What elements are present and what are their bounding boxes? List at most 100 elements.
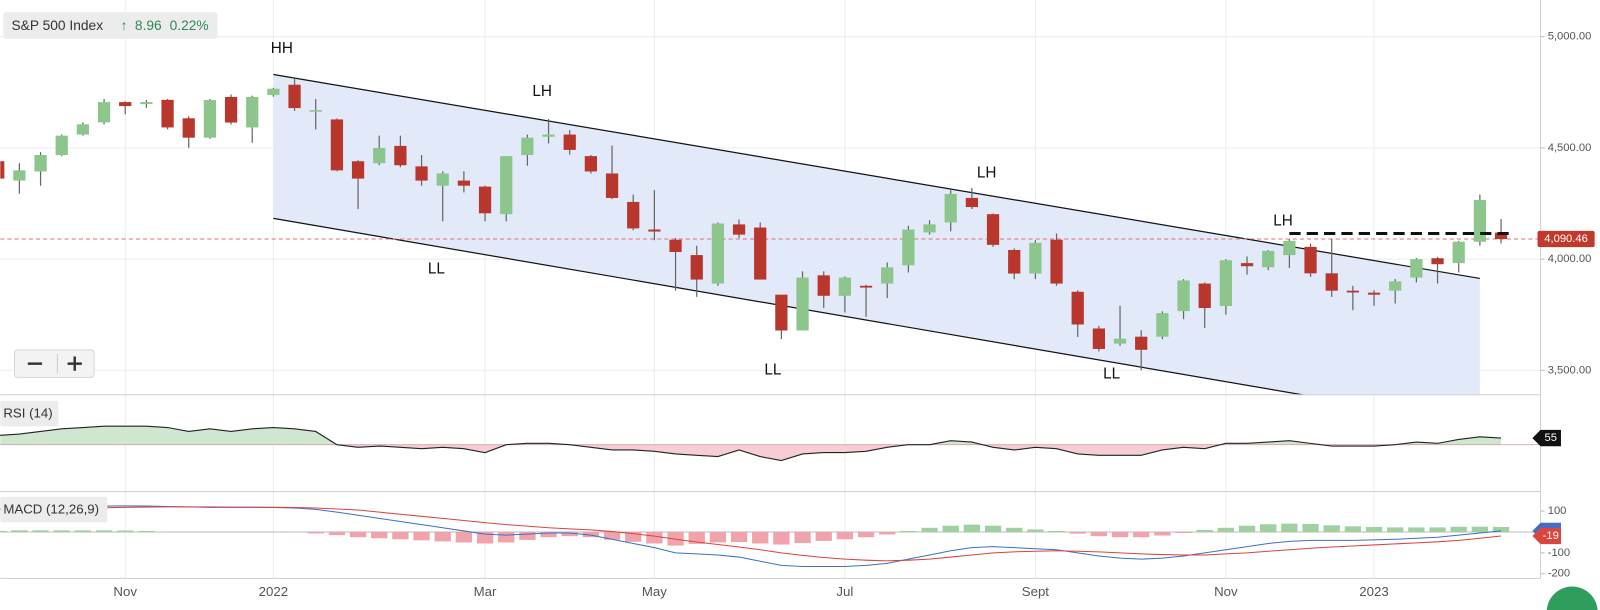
x-tick-label: Jul — [836, 584, 853, 599]
candle-body — [373, 147, 386, 164]
candle-body — [76, 124, 90, 135]
candle-body — [817, 275, 830, 296]
histogram-bar — [709, 531, 727, 543]
candle-body — [584, 156, 598, 172]
candle-body — [859, 285, 873, 288]
histogram-bar — [476, 531, 494, 544]
candle-body — [1177, 280, 1190, 312]
histogram-bar — [921, 527, 938, 532]
candle-body — [754, 227, 767, 280]
candle-body — [1008, 249, 1021, 274]
candle-body — [309, 110, 322, 112]
histogram-bar — [561, 531, 578, 537]
title-box — [3, 12, 218, 39]
annotation: LH — [1273, 212, 1293, 229]
candle-body — [648, 229, 661, 232]
candle-body — [119, 102, 132, 107]
candle-body — [669, 239, 682, 252]
channel-line — [273, 73, 1480, 280]
candle-body — [182, 118, 195, 138]
label-layer: S&P 500 Index ↑ 8.96 0.22% RSI (14) MACD… — [0, 12, 1598, 610]
histogram-bar — [942, 525, 959, 532]
histogram-bar — [1344, 526, 1362, 532]
zoom-in-button[interactable] — [58, 351, 93, 377]
candle-body — [330, 119, 344, 171]
x-tick-label: Mar — [474, 584, 497, 599]
candle-body — [415, 166, 428, 181]
macd-line — [0, 505, 1502, 567]
histogram-bar — [1196, 529, 1213, 532]
histogram-bar — [794, 531, 811, 544]
help-button[interactable] — [1546, 586, 1598, 610]
frame-layer — [0, 0, 1542, 579]
macd-title: MACD (12,26,9) — [3, 502, 99, 517]
candle-body — [224, 96, 238, 123]
histogram-bar — [1238, 525, 1256, 532]
histogram-bar — [0, 530, 7, 532]
candle-body — [1240, 263, 1254, 267]
histogram-bar — [371, 531, 388, 539]
rsi-flag — [1532, 429, 1561, 447]
candle-body — [965, 197, 979, 208]
candle-body — [1494, 232, 1508, 239]
candle-body — [732, 224, 746, 235]
candle-body — [288, 84, 301, 109]
candle-body — [1389, 281, 1402, 291]
histogram-bar — [603, 531, 621, 540]
x-tick-label: 2023 — [1359, 584, 1388, 599]
candle-body — [1262, 250, 1275, 268]
candle-body — [13, 170, 26, 181]
price-layer: HH LH LH LH LL LL LL — [0, 40, 1541, 395]
histogram-bar — [11, 530, 28, 532]
histogram-bar — [1217, 527, 1235, 532]
candle-body — [1219, 260, 1232, 307]
histogram-bar — [1471, 526, 1489, 532]
x-tick-label: Nov — [113, 584, 137, 599]
histogram-bar — [625, 531, 642, 542]
histogram-bar — [963, 524, 981, 532]
histogram-bar — [392, 531, 409, 540]
histogram-bar — [1302, 524, 1319, 532]
candle-body — [394, 145, 407, 166]
change-value: 8.96 — [135, 18, 162, 33]
histogram-bar — [1154, 531, 1171, 536]
macd-layer — [0, 505, 1541, 567]
histogram-bar — [1492, 526, 1510, 532]
candle-body — [1283, 240, 1296, 256]
histogram-bar — [815, 531, 832, 541]
x-tick-label: 2022 — [259, 584, 288, 599]
histogram-bar — [836, 531, 854, 540]
histogram-bar — [540, 531, 557, 538]
candle-body — [203, 100, 217, 138]
candle-body — [97, 102, 111, 123]
candle-body — [140, 102, 153, 105]
histogram-bar — [498, 531, 515, 543]
rsi-label-box — [0, 400, 59, 427]
candle-body — [838, 277, 852, 296]
candle-body — [542, 134, 555, 137]
candle-body — [1135, 336, 1148, 350]
change-percent: 0.22% — [170, 18, 209, 33]
macd-label-box — [0, 496, 108, 523]
candle-body — [246, 96, 259, 128]
histogram-bar — [455, 531, 473, 543]
histogram-bar — [1323, 525, 1340, 532]
candle-body — [55, 135, 68, 156]
candle-body — [1029, 242, 1042, 274]
chart-title: S&P 500 Index — [11, 18, 103, 33]
histogram-bar — [752, 531, 769, 544]
annotation: HH — [271, 40, 293, 57]
annotation: LL — [764, 361, 781, 378]
histogram-bar — [1175, 531, 1192, 534]
candle-body — [796, 277, 809, 331]
candle-body — [627, 201, 640, 229]
y-tick-label: 5,000.00 — [1548, 31, 1592, 43]
histogram-bar — [328, 531, 346, 536]
candle-body — [351, 161, 365, 179]
zoom-out-button[interactable] — [16, 351, 57, 377]
annotation: LL — [1103, 365, 1120, 382]
rsi-layer — [0, 425, 1541, 462]
histogram-bar — [1387, 527, 1404, 532]
histogram-bar — [95, 530, 113, 532]
